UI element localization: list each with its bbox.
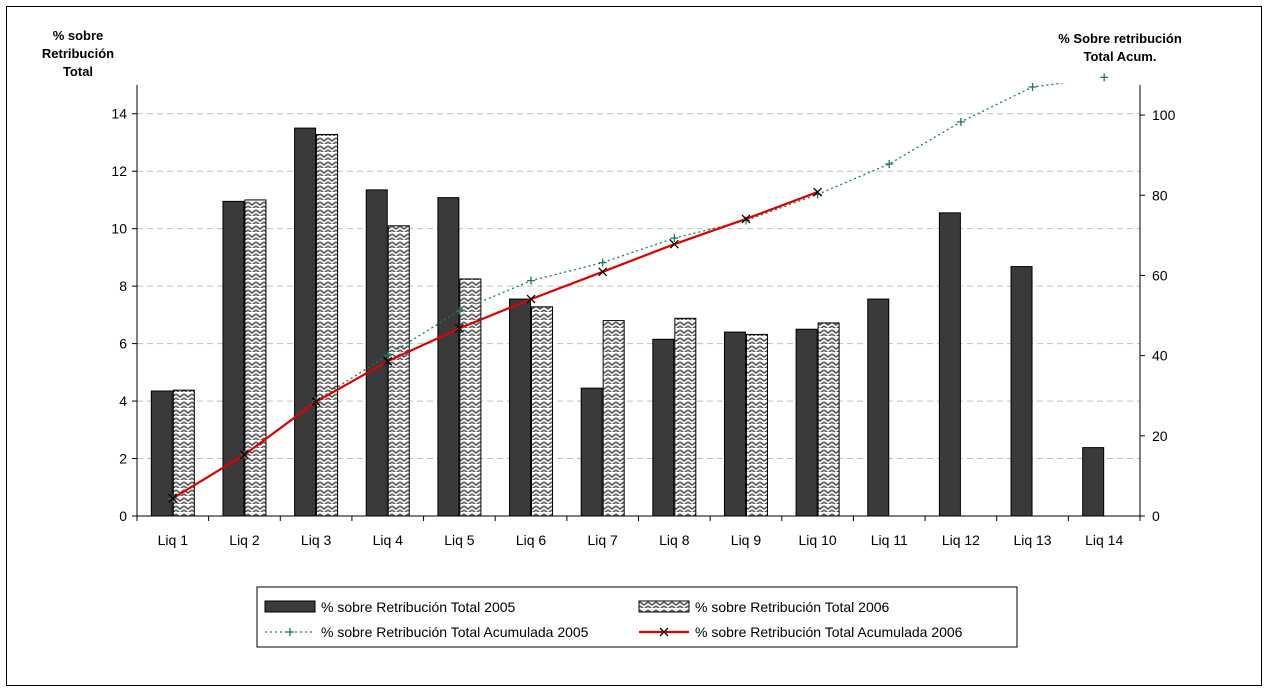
x-tick-label: Liq 13 (1013, 532, 1051, 548)
bar-2005 (723, 331, 746, 517)
y-left-title-line-2: Retribución (42, 46, 114, 61)
legend-swatch (264, 600, 316, 613)
x-tick-label: Liq 12 (942, 532, 980, 548)
cumulative-2006-point (813, 187, 823, 197)
x-tick-label: Liq 3 (301, 532, 332, 548)
bar-2006 (531, 306, 554, 517)
cumulative-2006-point (168, 493, 178, 503)
x-tick-label: Liq 4 (373, 532, 404, 548)
x-tick-label: Liq 11 (871, 532, 908, 548)
cumulative-2006-point (741, 214, 751, 224)
x-tick-label: Liq 5 (444, 532, 475, 548)
x-tick-label: Liq 9 (731, 532, 762, 548)
legend: % sobre Retribución Total 2005 % sobre Re… (256, 586, 1018, 648)
gridlines (137, 113, 1140, 460)
bar-2005 (1010, 266, 1033, 517)
cumulative-2006-point (240, 450, 249, 460)
bar-2005 (222, 200, 245, 517)
bar-2006 (602, 320, 625, 517)
y-right-tick-label: 20 (1152, 428, 1168, 444)
cumulative-2006-point (598, 267, 608, 277)
bar-2005 (509, 298, 532, 517)
cumulative-2005-point (1028, 83, 1037, 92)
y-left-tick-label: 2 (119, 451, 127, 467)
legend-box (256, 586, 1018, 648)
bar-2005 (938, 212, 961, 517)
y-left-title-line-3: Total (63, 64, 93, 79)
cumulative-2005-point (956, 117, 965, 126)
y-right-tick-label: 80 (1152, 187, 1168, 203)
bar-2005 (150, 390, 173, 517)
x-tick-label: Liq 8 (659, 532, 690, 548)
bar-2006 (387, 225, 410, 517)
legend-marker (659, 627, 669, 637)
x-tick-label: Liq 14 (1085, 532, 1123, 548)
cumulative-2005-point (670, 234, 679, 243)
legend-label: % sobre Retribución Total Acumulada 2006 (695, 624, 963, 640)
cumulative-2005-point (885, 159, 894, 168)
x-tick-label: Liq 1 (158, 532, 189, 548)
x-tick-label: Liq 10 (799, 532, 837, 548)
y-right-tick-label: 60 (1152, 267, 1168, 283)
cumulative-2006-line (172, 191, 818, 500)
bar-2006 (817, 322, 840, 517)
bar-2005 (652, 338, 675, 517)
legend-label: % sobre Retribución Total Acumulada 2005 (321, 624, 589, 640)
y-right-tick-label: 40 (1152, 348, 1168, 364)
bar-2006 (244, 199, 267, 517)
bar-2006 (674, 317, 697, 517)
y-left-tick-label: 8 (119, 278, 127, 294)
legend-label: % sobre Retribución Total 2005 (321, 599, 516, 615)
x-tick-label: Liq 2 (229, 532, 260, 548)
y-left-tick-label: 14 (111, 106, 127, 122)
bar-2005 (795, 328, 818, 517)
bar-2005 (437, 197, 460, 517)
bar-2005 (294, 127, 317, 517)
axes: 0 2 4 6 8 10 12 14 0 20 40 60 80 100 Liq 1 Liq 2 Liq 3 Li… (111, 85, 1176, 548)
y-left-tick-label: 12 (111, 163, 127, 179)
cumulative-2005-point (383, 351, 392, 360)
bar-2006 (316, 133, 339, 517)
cumulative-2006-point (311, 397, 321, 407)
cumulative-2006-point (454, 323, 464, 333)
y-right-title-line-2: Total Acum. (1084, 49, 1157, 64)
y-right-tick-label: 100 (1152, 107, 1176, 123)
chart-frame (6, 6, 1262, 686)
bar-2005 (867, 298, 890, 517)
y-left-title-line-1: % sobre (53, 28, 104, 43)
bar-2005 (580, 387, 603, 517)
y-left-tick-label: 10 (111, 221, 127, 237)
legend-swatch (638, 600, 690, 613)
cumulative-2005-point (455, 306, 464, 315)
y-left-tick-label: 4 (119, 393, 127, 409)
cumulative-2005-point (1100, 73, 1109, 82)
x-tick-label: Liq 7 (587, 532, 618, 548)
cumulative-2006-point (669, 239, 679, 249)
bar-2006 (745, 333, 768, 517)
y-right-title-line-1: % Sobre retribución (1058, 31, 1182, 46)
bars (150, 127, 1105, 517)
bar-2005 (365, 189, 388, 517)
bar-2006 (459, 278, 482, 517)
cumulative-2006-point (383, 356, 393, 366)
y-right-tick-label: 0 (1152, 508, 1160, 524)
legend-marker (286, 628, 294, 636)
cumulative-2005-point (598, 258, 607, 267)
cumulative-2005-point (527, 276, 536, 285)
bar-2005 (1082, 447, 1105, 517)
y-left-tick-label: 6 (119, 336, 127, 352)
x-tick-label: Liq 6 (516, 532, 547, 548)
lines (168, 73, 1109, 503)
y-left-tick-label: 0 (119, 508, 127, 524)
cumulative-2006-point (526, 294, 536, 304)
legend-label: % sobre Retribución Total 2006 (695, 599, 890, 615)
